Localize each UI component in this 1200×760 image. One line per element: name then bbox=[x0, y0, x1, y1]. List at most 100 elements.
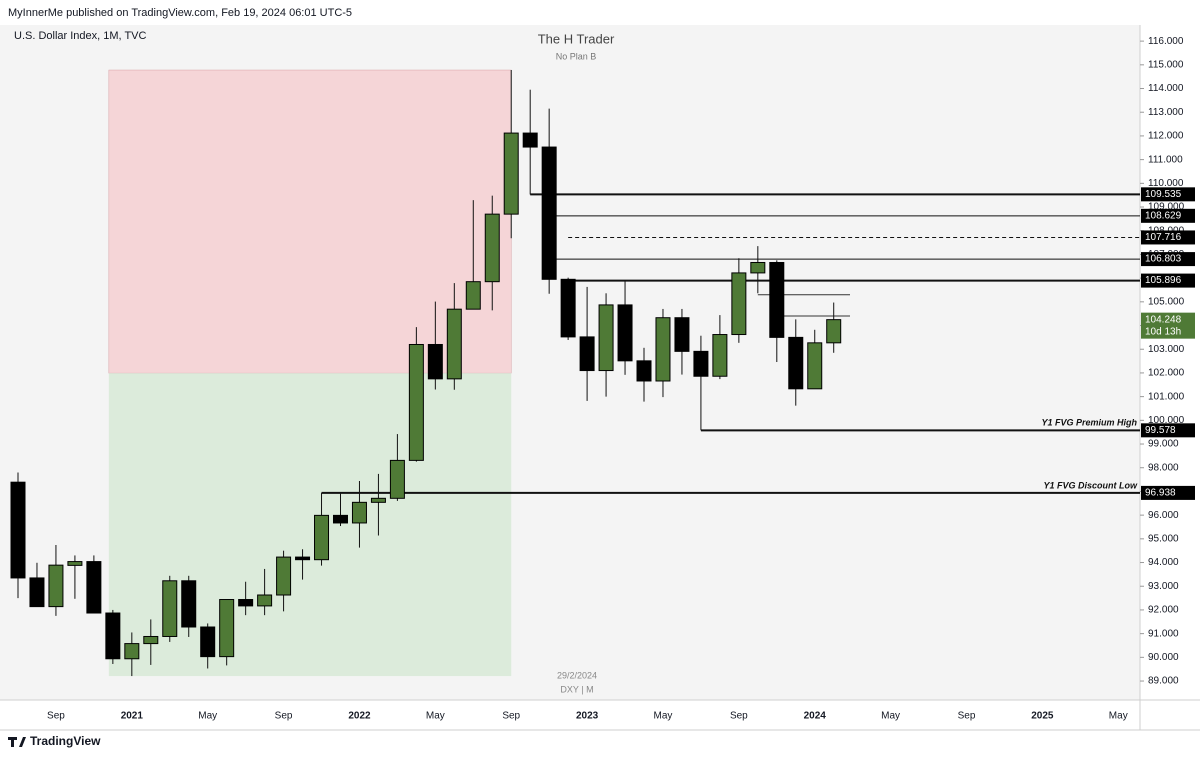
candle-body bbox=[408, 343, 424, 461]
candle-body bbox=[29, 577, 45, 608]
y-tick-label: 113.000 bbox=[1148, 107, 1184, 118]
logo bbox=[8, 737, 26, 747]
x-tick-label: May bbox=[881, 711, 900, 722]
y-tick-label: 100.000 bbox=[1148, 415, 1185, 426]
candle-body bbox=[162, 580, 178, 637]
candle-body bbox=[541, 146, 557, 280]
current-price-box bbox=[1141, 312, 1195, 339]
x-tick-label: Sep bbox=[958, 711, 976, 722]
symbol: U.S. Dollar Index, 1M, TVC bbox=[14, 30, 147, 42]
y-tick-label: 103.000 bbox=[1148, 344, 1185, 355]
y-tick-label: 112.000 bbox=[1148, 131, 1184, 142]
y-tick-label: 114.000 bbox=[1148, 83, 1184, 94]
x-tick-label: Sep bbox=[502, 711, 520, 722]
footer: TradingView bbox=[30, 734, 101, 748]
countdown-label: 10d 13h bbox=[1145, 326, 1181, 337]
candle-body bbox=[10, 481, 26, 579]
y-tick-label: 101.000 bbox=[1148, 391, 1185, 402]
x-tick-label: May bbox=[1109, 711, 1128, 722]
chart-title: The H Trader bbox=[538, 31, 615, 46]
candle-body bbox=[655, 317, 671, 382]
chart-subtitle: No Plan B bbox=[556, 51, 597, 61]
candle-body bbox=[276, 556, 292, 596]
y-tick-label: 105.000 bbox=[1148, 296, 1185, 307]
candle-body bbox=[124, 643, 140, 660]
candle-body bbox=[48, 564, 64, 608]
x-tick-label: Sep bbox=[730, 711, 748, 722]
candle-body bbox=[560, 278, 576, 338]
candle-body bbox=[200, 626, 216, 658]
level-price-label: 107.716 bbox=[1145, 232, 1182, 243]
y-tick-label: 102.000 bbox=[1148, 368, 1185, 379]
candle-body bbox=[86, 561, 102, 614]
candle-body bbox=[238, 599, 254, 607]
candle-body bbox=[370, 497, 386, 503]
date-label: 29/2/2024 bbox=[557, 670, 597, 680]
level-price-box bbox=[1141, 423, 1195, 438]
candle-body bbox=[598, 304, 614, 372]
candle-body bbox=[465, 281, 481, 310]
level-price-box bbox=[1141, 485, 1195, 500]
level-price-label: 106.803 bbox=[1145, 254, 1182, 265]
candle-body bbox=[219, 599, 235, 658]
level-price-box bbox=[1141, 273, 1195, 288]
level-price-label: 105.896 bbox=[1145, 275, 1182, 286]
candle-body bbox=[67, 561, 83, 566]
x-tick-label: 2021 bbox=[121, 711, 144, 722]
candle-body bbox=[769, 261, 785, 338]
x-tick-label: May bbox=[654, 711, 673, 722]
ticker-label: DXY | M bbox=[560, 684, 593, 694]
y-tick-label: 111.000 bbox=[1148, 154, 1183, 165]
y-tick-label: 90.000 bbox=[1148, 652, 1179, 663]
level-price-box bbox=[1141, 208, 1195, 223]
x-tick-label: May bbox=[426, 711, 445, 722]
candle-body bbox=[351, 501, 367, 524]
level-price-box bbox=[1141, 252, 1195, 267]
level-price-label: 108.629 bbox=[1145, 210, 1182, 221]
candle-body bbox=[636, 360, 652, 382]
x-tick-label: May bbox=[198, 711, 217, 722]
y-tick-label: 96.000 bbox=[1148, 510, 1179, 521]
candle-body bbox=[617, 304, 633, 362]
candle-body bbox=[826, 319, 842, 344]
candle-body bbox=[484, 213, 500, 283]
candle-body bbox=[181, 580, 197, 628]
candle-body bbox=[731, 272, 747, 336]
y-tick-label: 92.000 bbox=[1148, 605, 1179, 616]
y-tick-label: 89.000 bbox=[1148, 676, 1179, 687]
candle-body bbox=[314, 514, 330, 561]
candle-body bbox=[295, 556, 311, 561]
x-tick-label: Sep bbox=[47, 711, 65, 722]
y-tick-label: 93.000 bbox=[1148, 581, 1179, 592]
candle-body bbox=[750, 261, 766, 274]
y-tick-label: 91.000 bbox=[1148, 628, 1179, 639]
current-price-label: 104.248 bbox=[1145, 314, 1182, 325]
candle-body bbox=[503, 132, 519, 215]
candle-body bbox=[522, 132, 538, 148]
candle-body bbox=[807, 342, 823, 390]
y-tick-label: 95.000 bbox=[1148, 533, 1179, 544]
level-label: Y1 FVG Discount Low bbox=[1043, 480, 1138, 490]
candle-body bbox=[105, 612, 121, 660]
level-price-box bbox=[1141, 187, 1195, 202]
x-tick-label: 2024 bbox=[804, 711, 827, 722]
candle-body bbox=[427, 343, 443, 380]
x-tick-label: Sep bbox=[275, 711, 293, 722]
candle-body bbox=[693, 350, 709, 377]
level-price-label: 99.578 bbox=[1145, 425, 1176, 436]
y-tick-label: 116.000 bbox=[1148, 36, 1184, 47]
y-tick-label: 115.000 bbox=[1148, 59, 1184, 70]
candle-body bbox=[674, 317, 690, 352]
x-tick-label: 2022 bbox=[348, 711, 371, 722]
header: MyInnerMe published on TradingView.com, … bbox=[8, 7, 352, 19]
y-tick-label: 94.000 bbox=[1148, 557, 1179, 568]
x-tick-label: 2023 bbox=[576, 711, 599, 722]
candle-body bbox=[712, 334, 728, 377]
y-tick-label: 110.000 bbox=[1148, 178, 1184, 189]
level-label: Y1 FVG Premium High bbox=[1041, 418, 1137, 428]
zone bbox=[108, 69, 512, 374]
candle-body bbox=[257, 594, 273, 607]
candle-body bbox=[143, 635, 159, 645]
candle-body bbox=[788, 336, 804, 390]
